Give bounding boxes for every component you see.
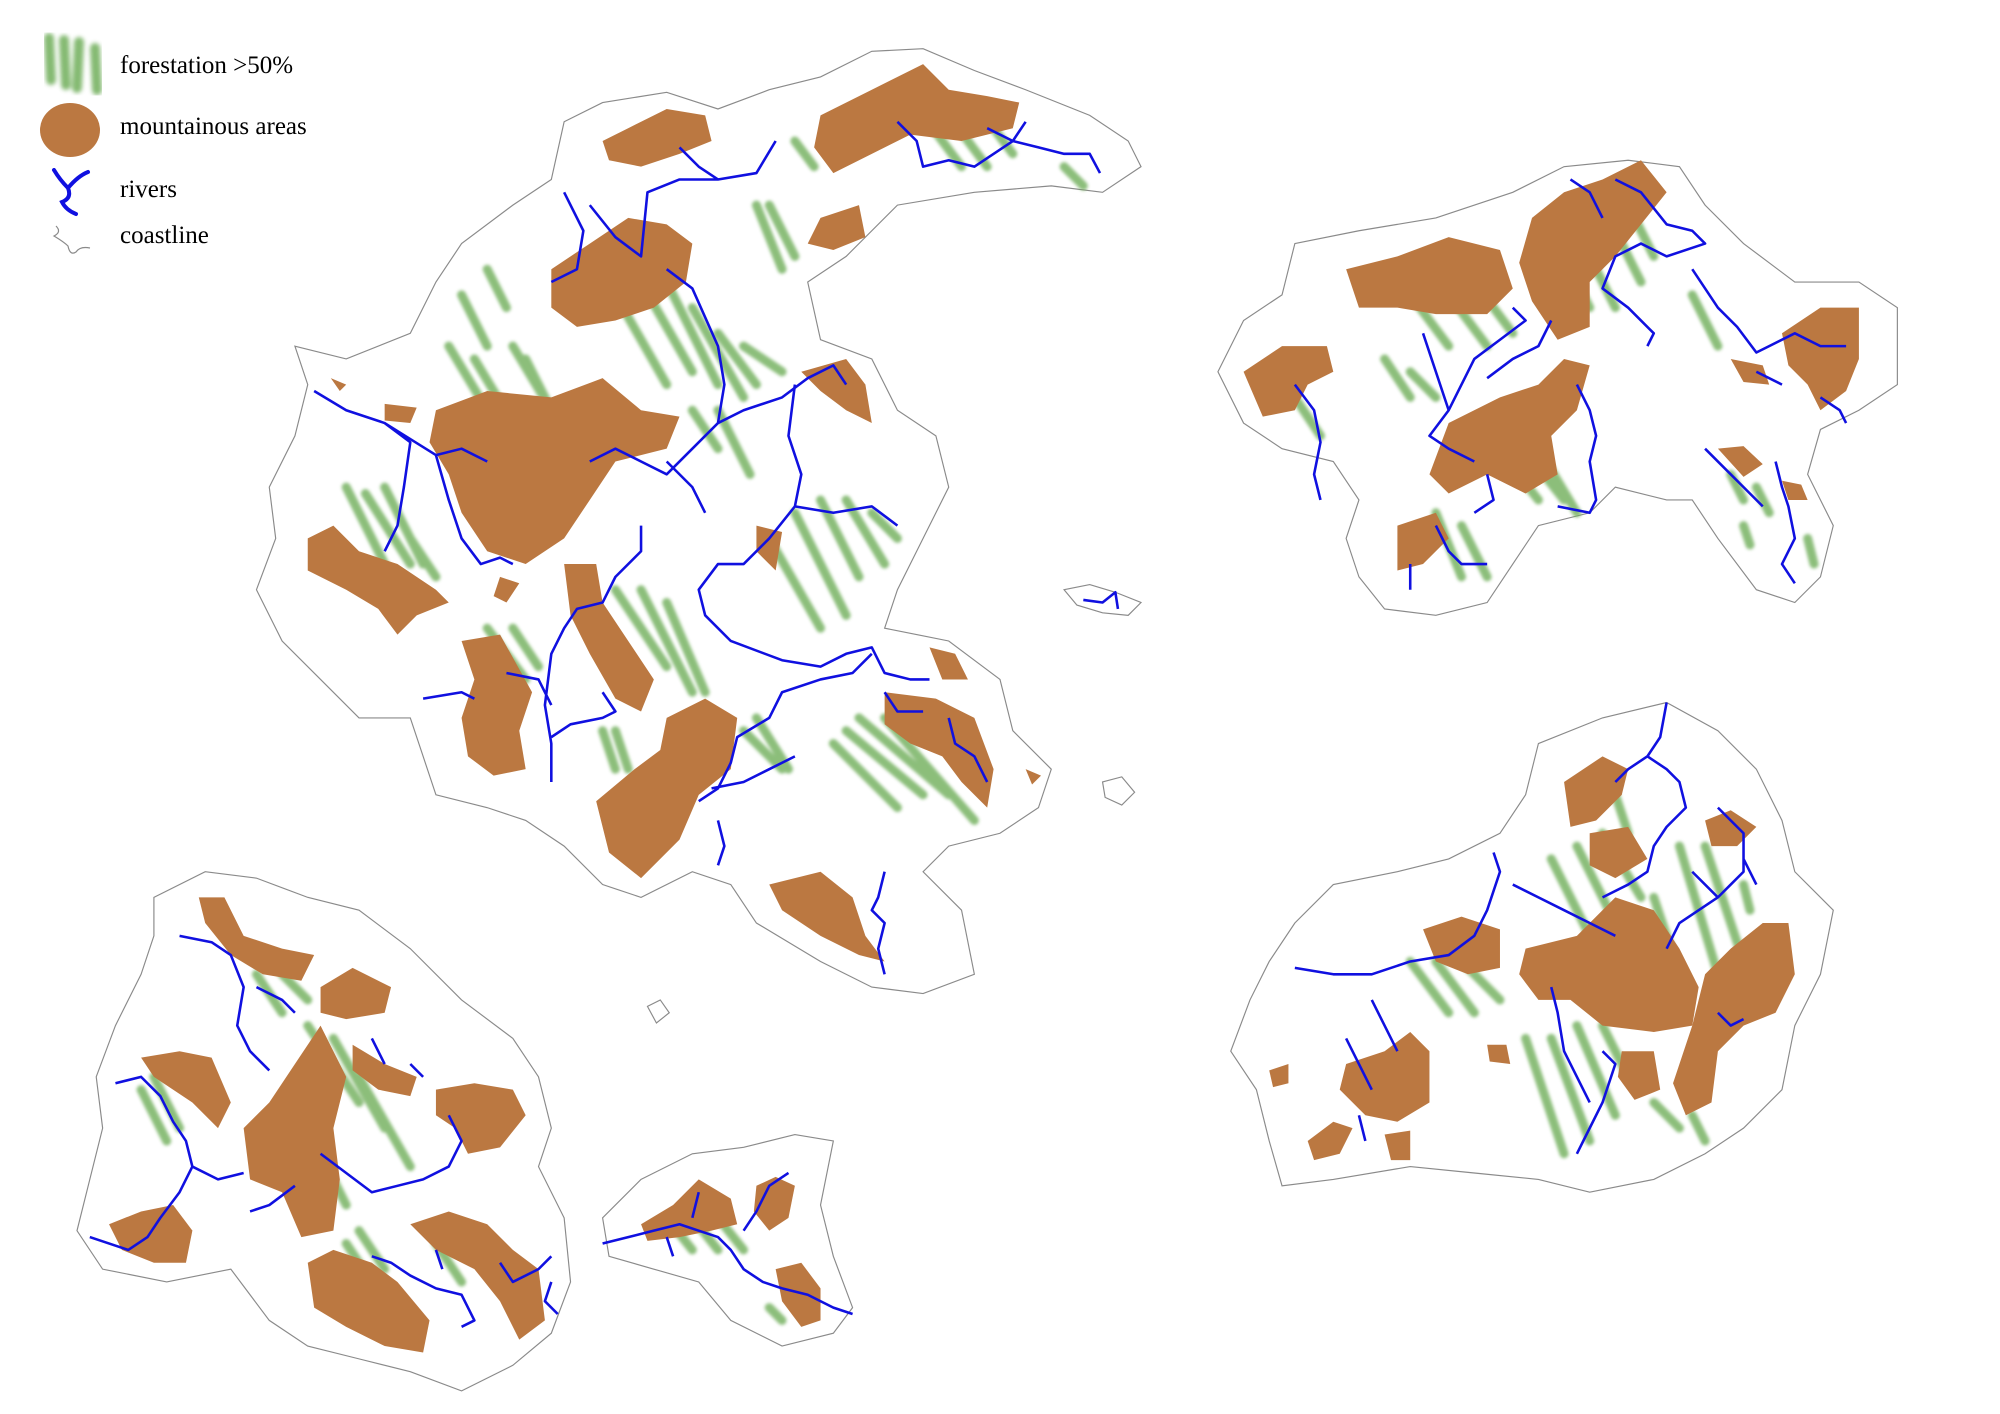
coastline-icon xyxy=(52,225,91,254)
legend-label: forestation >50% xyxy=(120,52,294,79)
legend-item-mountainous: mountainous areas xyxy=(0,100,420,157)
rivers xyxy=(89,120,1848,1328)
legend: forestation >50% mountainous areas river… xyxy=(0,0,420,290)
legend-label: coastline xyxy=(120,222,209,249)
legend-item-coastline: coastline xyxy=(0,222,420,272)
mountain-areas xyxy=(109,64,1859,1353)
river-icon xyxy=(52,168,90,216)
legend-label: mountainous areas xyxy=(120,113,307,140)
islet xyxy=(1101,776,1136,806)
legend-item-rivers: rivers xyxy=(0,168,420,218)
legend-item-forestation: forestation >50% xyxy=(0,30,420,100)
mountain-icon xyxy=(40,103,100,157)
islet xyxy=(646,999,671,1024)
forest-icon xyxy=(44,33,102,95)
islet xyxy=(1063,583,1143,616)
legend-label: rivers xyxy=(120,176,177,203)
